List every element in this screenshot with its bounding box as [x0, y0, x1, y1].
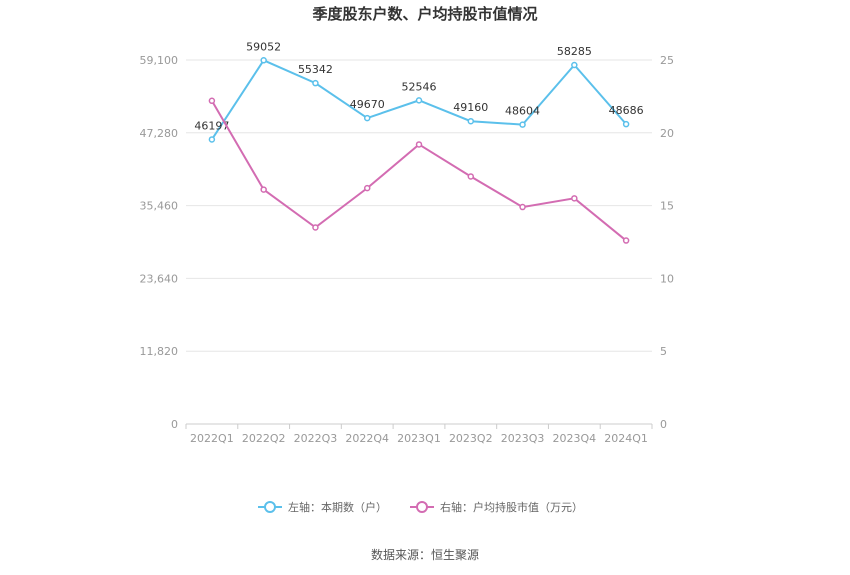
y-left-tick-label: 23,640: [140, 272, 179, 285]
y-right-tick-label: 15: [660, 200, 674, 213]
series-0-point: [363, 114, 371, 122]
data-label: 48686: [609, 104, 644, 117]
x-axis: 2022Q1 2022Q2 2022Q3 2022Q4 2023Q1 2023Q2 2023…: [185, 423, 653, 445]
data-label: 59052: [246, 40, 281, 53]
series-layer: 46197 59052 55342 49670 52546 49160 48604 58285…: [194, 40, 644, 244]
series-1-point: [571, 195, 578, 202]
data-label: 52546: [402, 80, 437, 93]
series-0-point: [208, 136, 216, 143]
series-line-1: [211, 100, 627, 242]
y-right-tick-label: 25: [660, 54, 674, 67]
data-label: 46197: [194, 119, 229, 132]
x-tick-label: 2022Q1: [190, 432, 234, 445]
series-0-point: [571, 61, 578, 69]
data-label: 49160: [453, 101, 488, 114]
y-axis-right: 0 5 10 15 20 25: [660, 54, 674, 431]
y-left-tick-label: 0: [171, 418, 178, 431]
y-left-tick-label: 47,280: [140, 127, 179, 140]
series-0-point: [415, 97, 423, 104]
y-axis-left: 0 11,820 23,640 35,460 47,280 59,100: [140, 54, 179, 431]
x-tick-label: 2022Q4: [345, 432, 389, 445]
x-tick-label: 2022Q2: [242, 432, 286, 445]
legend-label: 右轴：户均持股市值（万元）: [440, 500, 583, 514]
y-right-tick-label: 10: [660, 272, 674, 285]
series-0-point: [260, 57, 267, 64]
y-left-tick-label: 35,460: [140, 200, 179, 213]
source-note: 数据来源：恒生聚源: [371, 547, 479, 562]
x-tick-label: 2023Q3: [501, 432, 545, 445]
series-1-point: [519, 203, 526, 211]
series-0-point: [312, 79, 319, 87]
series-0-point: [622, 120, 630, 128]
series-0-point: [467, 117, 475, 125]
data-label: 58285: [557, 45, 592, 58]
series-1-point: [363, 184, 371, 192]
series-1-point: [415, 141, 423, 148]
x-tick-label: 2022Q3: [294, 432, 338, 445]
legend-marker: [264, 501, 276, 513]
y-right-tick-label: 0: [660, 418, 667, 431]
x-tick-label: 2023Q4: [553, 432, 597, 445]
series-1-point: [208, 97, 216, 105]
x-tick-label: 2023Q2: [449, 432, 493, 445]
series-1-point: [312, 224, 319, 231]
series-1-point: [622, 237, 630, 244]
data-label: 48604: [505, 105, 540, 118]
series-0-point: [519, 121, 526, 128]
series-1-point: [260, 186, 267, 193]
legend: 左轴：本期数（户） 右轴：户均持股市值（万元）: [258, 500, 583, 514]
series-1-point: [467, 173, 475, 180]
y-right-tick-label: 20: [660, 127, 674, 140]
x-tick-label: 2024Q1: [604, 432, 648, 445]
chart-title: 季度股东户数、户均持股市值情况: [312, 5, 537, 23]
grid: [186, 59, 652, 425]
data-label: 49670: [350, 98, 385, 111]
y-right-tick-label: 5: [660, 345, 667, 358]
data-label: 55342: [298, 63, 333, 76]
legend-label: 左轴：本期数（户）: [288, 500, 387, 514]
y-left-tick-label: 11,820: [140, 345, 179, 358]
x-tick-label: 2023Q1: [397, 432, 441, 445]
legend-marker: [416, 501, 428, 513]
y-left-tick-label: 59,100: [140, 54, 179, 67]
